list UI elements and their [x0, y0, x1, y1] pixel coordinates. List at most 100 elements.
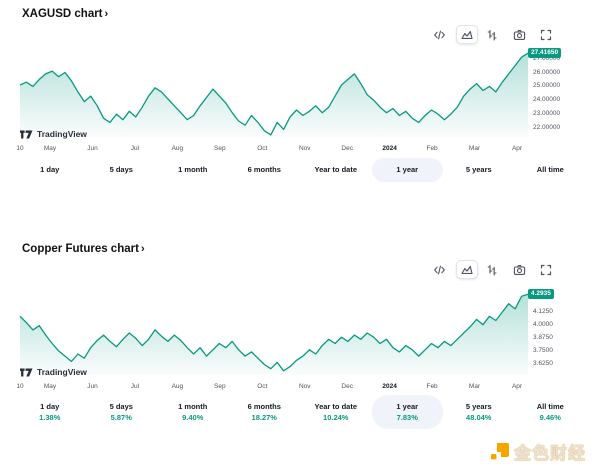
price-axis-label: 23.00000 — [533, 110, 561, 118]
range-button-5-years[interactable]: 5 years — [443, 158, 515, 182]
time-axis-label: Sep — [214, 383, 226, 390]
chart-style-switcher — [456, 260, 502, 279]
time-axis-label: Oct — [257, 145, 268, 152]
time-axis-label: Feb — [426, 145, 438, 152]
range-button-year-to-date[interactable]: Year to date — [300, 158, 372, 182]
time-axis-label: May — [43, 383, 57, 390]
range-label: All time — [536, 401, 564, 411]
chart-toolbar — [429, 25, 556, 44]
fullscreen-icon[interactable] — [536, 261, 556, 278]
range-change-percent: 9.40% — [182, 412, 204, 422]
time-axis-label: Dec — [341, 145, 353, 152]
range-button-year-to-date[interactable]: Year to date 10.24% — [300, 395, 372, 429]
tradingview-attribution-link[interactable]: TradingView — [20, 129, 87, 139]
range-change-percent: 7.83% — [396, 412, 418, 422]
bar-chart-icon[interactable] — [482, 26, 502, 43]
price-axis-label: 4.1250 — [533, 307, 553, 315]
price-axis: 27.00000 26.00000 25.00000 24.00000 23.00000… — [533, 45, 593, 143]
range-label: 1 year — [396, 401, 419, 411]
range-button-6-months[interactable]: 6 months — [229, 158, 301, 182]
range-change-percent: 5.87% — [110, 412, 132, 422]
range-label: 6 months — [247, 165, 281, 175]
range-button-5-days[interactable]: 5 days — [86, 158, 158, 182]
chart-plot-area: 27.00000 26.00000 25.00000 24.00000 23.00000… — [0, 45, 600, 163]
jinse-watermark-text: 金色财经 — [514, 444, 586, 463]
camera-icon[interactable] — [509, 26, 529, 43]
price-axis-label: 3.8750 — [533, 333, 553, 341]
time-axis-label: Dec — [341, 383, 353, 390]
last-price-badge: 27.41650 — [528, 47, 562, 59]
range-label: All time — [536, 165, 564, 175]
range-selector: 1 day 5 days 1 month 6 months Year to date 1 … — [14, 158, 586, 182]
price-axis-label: 4.0000 — [533, 320, 553, 328]
time-axis-label: Nov — [298, 145, 311, 152]
range-label: 5 years — [465, 401, 492, 411]
xagusd-price-chart[interactable] — [0, 45, 600, 143]
tradingview-logo-icon — [20, 130, 33, 138]
chart-toolbar — [429, 260, 556, 279]
time-axis-label: Jun — [87, 383, 98, 390]
camera-icon[interactable] — [509, 261, 529, 278]
fullscreen-icon[interactable] — [536, 26, 556, 43]
range-label: 5 days — [109, 401, 133, 411]
range-button-all-time[interactable]: All time 9.46% — [515, 395, 587, 429]
area-chart-icon[interactable] — [456, 25, 478, 44]
range-button-6-months[interactable]: 6 months 18.27% — [229, 395, 301, 429]
range-button-1-month[interactable]: 1 month 9.40% — [157, 395, 229, 429]
embed-code-icon[interactable] — [429, 26, 449, 43]
range-label: 1 year — [396, 165, 419, 175]
range-button-1-month[interactable]: 1 month — [157, 158, 229, 182]
range-button-1-day[interactable]: 1 day 1.38% — [14, 395, 86, 429]
time-axis: 10 May Jun Jul Aug Sep Oct Nov Dec 2024 Feb Mar Apr — [0, 143, 600, 157]
time-axis-label: Mar — [468, 145, 481, 152]
copper-futures-chart-widget: Copper Futures chart › — [0, 235, 600, 469]
price-axis-label: 3.6250 — [533, 359, 553, 367]
time-axis-label: May — [43, 145, 57, 152]
tradingview-attribution-text: TradingView — [37, 129, 87, 139]
range-selector: 1 day 1.38% 5 days 5.87% 1 month 9.40% 6 month… — [14, 395, 586, 429]
embed-code-icon[interactable] — [429, 261, 449, 278]
range-button-5-years[interactable]: 5 years 48.04% — [443, 395, 515, 429]
chart-title: XAGUSD chart — [22, 8, 103, 20]
time-axis-label: 10 — [16, 383, 24, 390]
range-label: 1 day — [40, 165, 60, 175]
time-axis-label: Sep — [214, 145, 226, 152]
range-label: 5 years — [465, 165, 492, 175]
range-button-1-year[interactable]: 1 year — [371, 158, 443, 182]
tradingview-logo-icon — [20, 368, 33, 376]
time-axis-label: Apr — [511, 145, 523, 152]
xagusd-chart-title-link[interactable]: XAGUSD chart › — [22, 8, 108, 20]
range-change-percent: 10.24% — [323, 412, 349, 422]
area-chart-icon[interactable] — [456, 260, 478, 279]
time-axis-label: 2024 — [382, 383, 397, 390]
jinse-watermark: 金色财经 — [489, 439, 586, 464]
time-axis-label: 2024 — [382, 145, 397, 152]
tradingview-attribution-text: TradingView — [37, 367, 87, 377]
copper-price-chart[interactable] — [0, 283, 600, 381]
xagusd-chart-widget: XAGUSD chart › 27. — [0, 8, 600, 182]
price-axis-label: 3.7500 — [533, 346, 553, 354]
range-label: Year to date — [314, 401, 358, 411]
copper-chart-title-link[interactable]: Copper Futures chart › — [22, 243, 145, 255]
price-axis-label: 22.00000 — [533, 123, 561, 131]
range-button-1-year[interactable]: 1 year 7.83% — [371, 395, 443, 429]
price-axis-label: 24.00000 — [533, 96, 561, 104]
range-change-percent: 1.38% — [39, 412, 61, 422]
time-axis-label: Jun — [87, 145, 98, 152]
range-button-5-days[interactable]: 5 days 5.87% — [86, 395, 158, 429]
range-label: Year to date — [314, 165, 358, 175]
chevron-right-icon: › — [140, 243, 145, 255]
time-axis-label: Jul — [130, 383, 140, 390]
range-change-percent: 18.27% — [251, 412, 277, 422]
range-button-all-time[interactable]: All time — [515, 158, 587, 182]
bar-chart-icon[interactable] — [482, 261, 502, 278]
tradingview-attribution-link[interactable]: TradingView — [20, 367, 87, 377]
range-button-1-day[interactable]: 1 day — [14, 158, 86, 182]
range-label: 6 months — [247, 401, 281, 411]
time-axis-label: Oct — [257, 383, 268, 390]
price-axis-label: 25.00000 — [533, 82, 561, 90]
range-label: 1 day — [40, 401, 60, 411]
chevron-right-icon: › — [104, 8, 109, 20]
